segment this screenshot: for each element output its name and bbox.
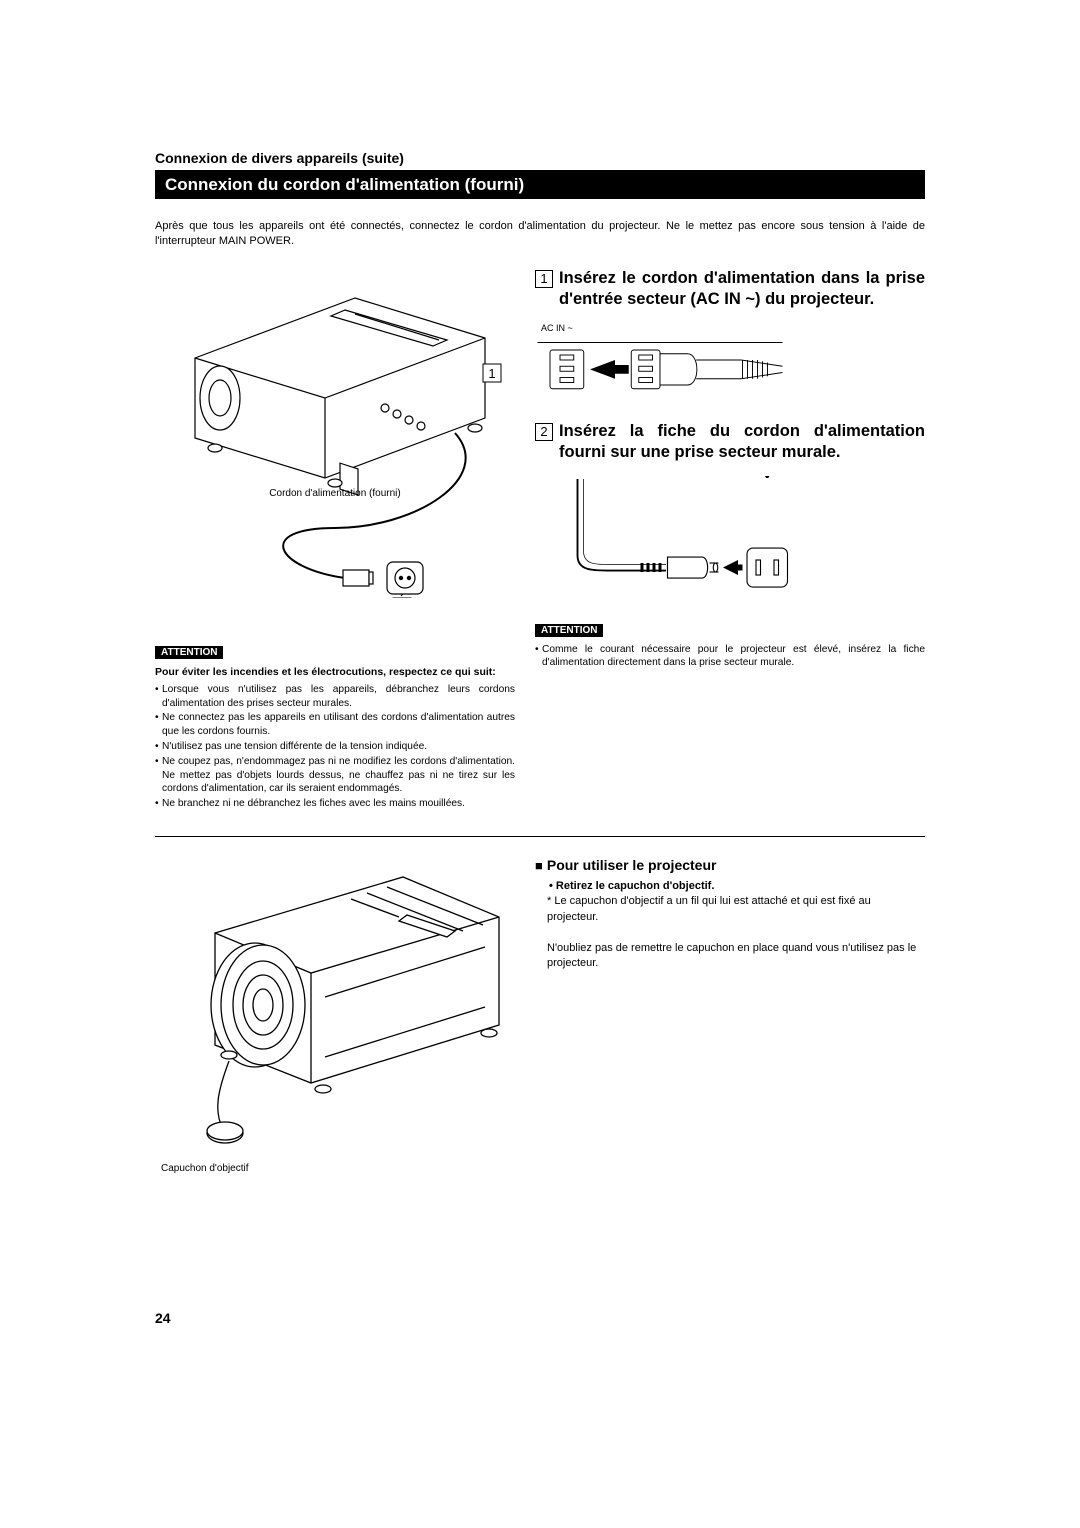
section-label: Connexion de divers appareils (suite) <box>155 150 925 166</box>
lower-right: ■ Pour utiliser le projecteur • Retirez l… <box>535 857 925 1175</box>
lower-heading-text: Pour utiliser le projecteur <box>547 857 717 873</box>
step2-number: 2 <box>535 423 553 441</box>
lower-instr-bold: • Retirez le capuchon d'objectif. <box>549 879 925 894</box>
attention-label-2: ATTENTION <box>535 624 603 637</box>
intro-paragraph: Après que tous les appareils ont été con… <box>155 219 925 250</box>
lower-instr-2: N'oubliez pas de remettre le capuchon en… <box>547 941 925 972</box>
attention-label-1: ATTENTION <box>155 646 223 659</box>
figure-wall-plug <box>555 476 925 596</box>
step1-heading: 1 Insérez le cordon d'alimentation dans … <box>535 268 925 311</box>
figure-projector-cord: 1 <box>155 268 515 598</box>
attention-item: Lorsque vous n'utilisez pas les appareil… <box>155 683 515 711</box>
section-divider <box>155 836 925 837</box>
title-bar: Connexion du cordon d'alimentation (four… <box>155 171 925 199</box>
step2-heading: 2 Insérez la fiche du cordon d'alimentat… <box>535 421 925 464</box>
lower-columns: Capuchon d'objectif ■ Pour utiliser le pr… <box>155 857 925 1175</box>
step1-number: 1 <box>535 270 553 288</box>
page-content: Connexion de divers appareils (suite) Co… <box>155 150 925 1175</box>
upper-columns: 1 <box>155 268 925 812</box>
callout-1-svg: 1 <box>488 366 495 381</box>
attention1-lead: Pour éviter les incendies et les électro… <box>155 665 515 679</box>
attention1-list: Lorsque vous n'utilisez pas les appareil… <box>155 683 515 811</box>
ac-in-label: AC IN ~ <box>541 323 925 333</box>
figure1-caption: Cordon d'alimentation (fourni) <box>155 488 515 499</box>
step1-text: Insérez le cordon d'alimentation dans la… <box>559 268 925 311</box>
step2-text: Insérez la fiche du cordon d'alimentatio… <box>559 421 925 464</box>
attention-item: Ne connectez pas les appareils en utilis… <box>155 711 515 739</box>
square-bullet-icon: ■ <box>535 858 543 873</box>
lens-cap-label: Capuchon d'objectif <box>161 1163 515 1175</box>
attention-item: Ne branchez ni ne débranchez les fiches … <box>155 797 515 811</box>
figure-projector-lenscap <box>155 857 515 1167</box>
lower-left: Capuchon d'objectif <box>155 857 515 1175</box>
attention2-list: Comme le courant nécessaire pour le proj… <box>535 643 925 671</box>
page-number: 24 <box>155 1310 171 1326</box>
attention-item: Comme le courant nécessaire pour le proj… <box>535 643 925 671</box>
left-column: 1 <box>155 268 515 812</box>
right-column: 1 Insérez le cordon d'alimentation dans … <box>535 268 925 812</box>
lower-instr-1: * Le capuchon d'objectif a un fil qui lu… <box>547 894 925 925</box>
lower-heading: ■ Pour utiliser le projecteur <box>535 857 925 873</box>
attention-item: Ne coupez pas, n'endommagez pas ni ne mo… <box>155 755 515 796</box>
attention-item: N'utilisez pas une tension différente de… <box>155 740 515 754</box>
figure-ac-plug <box>535 335 925 395</box>
